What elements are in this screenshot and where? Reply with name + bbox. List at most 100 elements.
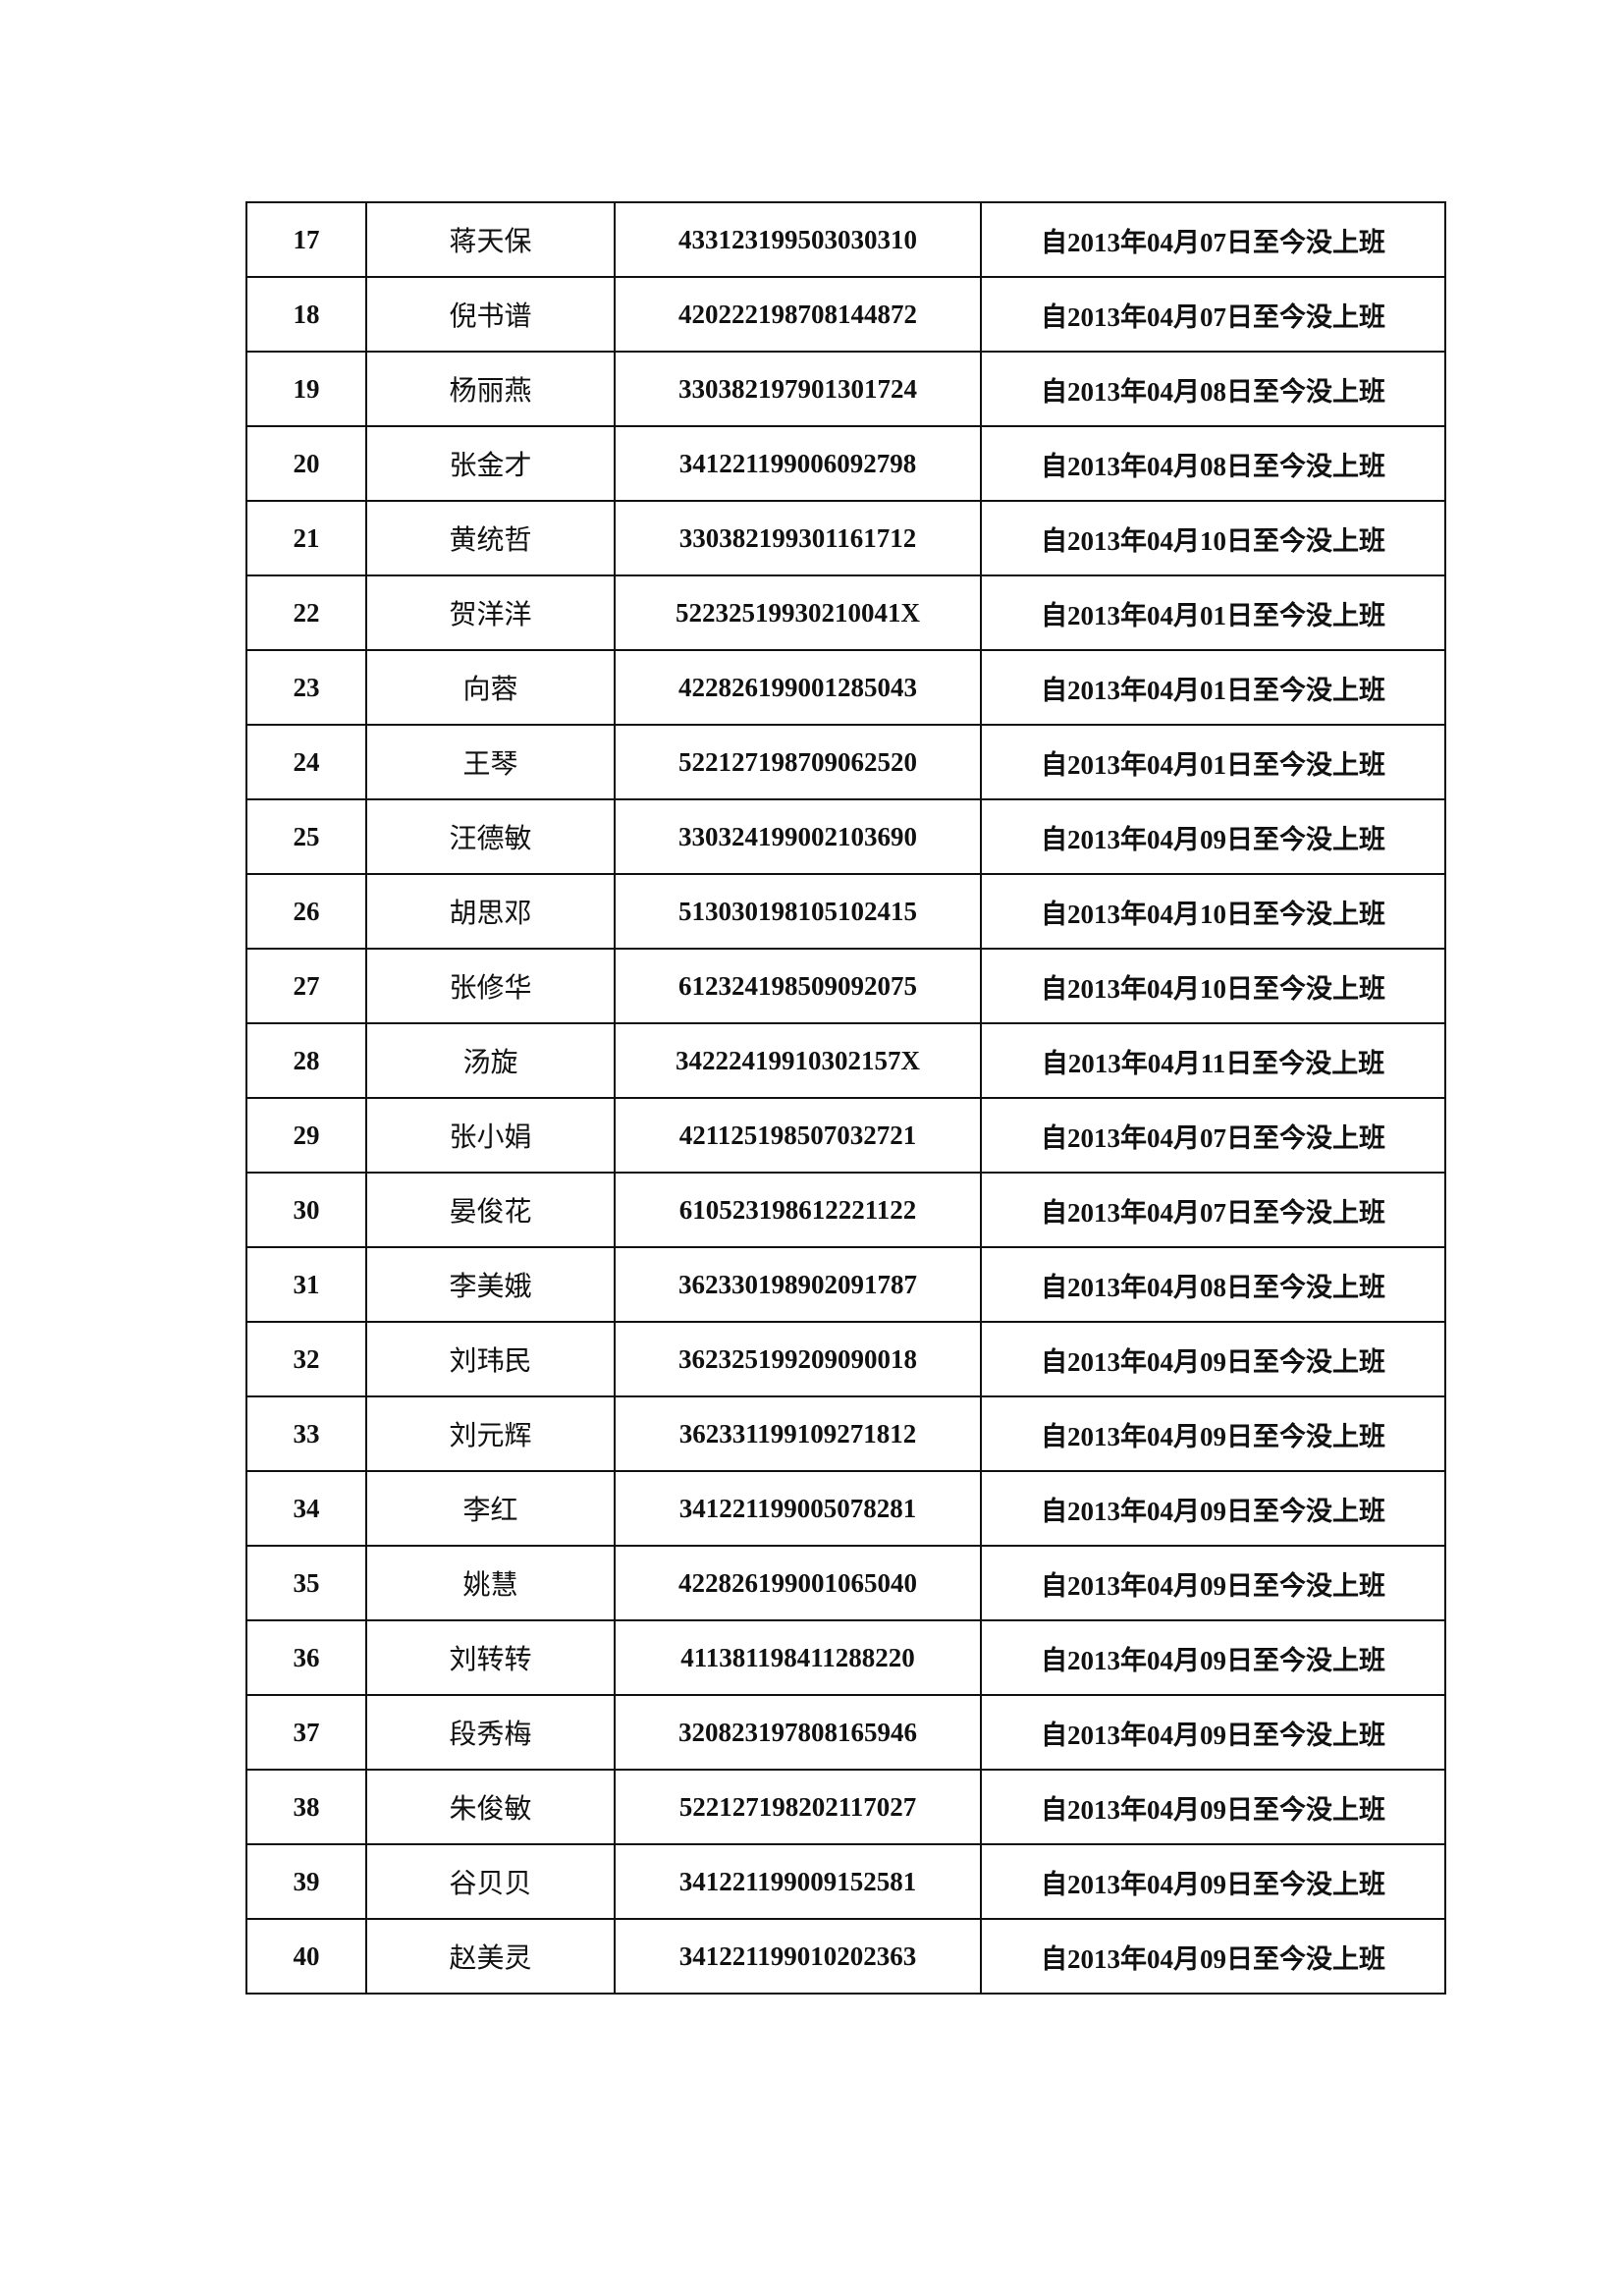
table-row: 36 刘转转 411381198411288220 自2013年04月09日至今没上班: [245, 1619, 1446, 1696]
id-number: 612324198509092075: [614, 948, 982, 1024]
table-row: 28 汤旋 34222419910302157X 自2013年04月11日至今没上班: [245, 1022, 1446, 1099]
row-number: 31: [245, 1246, 367, 1323]
absence-note: 自2013年04月08日至今没上班: [980, 1246, 1446, 1323]
absence-note: 自2013年04月11日至今没上班: [980, 1022, 1446, 1099]
absence-note: 自2013年04月09日至今没上班: [980, 1545, 1446, 1621]
id-number: 341221199010202363: [614, 1918, 982, 1995]
row-number: 28: [245, 1022, 367, 1099]
name: 向蓉: [365, 649, 616, 726]
row-number: 36: [245, 1619, 367, 1696]
absence-note: 自2013年04月09日至今没上班: [980, 1843, 1446, 1920]
id-number: 330324199002103690: [614, 798, 982, 875]
id-number: 522127198202117027: [614, 1769, 982, 1845]
name: 赵美灵: [365, 1918, 616, 1995]
absence-note: 自2013年04月08日至今没上班: [980, 351, 1446, 427]
id-number: 341221199005078281: [614, 1470, 982, 1547]
row-number: 25: [245, 798, 367, 875]
row-number: 29: [245, 1097, 367, 1174]
row-number: 32: [245, 1321, 367, 1397]
table-row: 27 张修华 612324198509092075 自2013年04月10日至今没上班: [245, 948, 1446, 1024]
row-number: 20: [245, 425, 367, 502]
table-row: 40 赵美灵 341221199010202363 自2013年04月09日至今没上班: [245, 1918, 1446, 1995]
name: 汤旋: [365, 1022, 616, 1099]
name: 张小娟: [365, 1097, 616, 1174]
name: 刘元辉: [365, 1395, 616, 1472]
name: 朱俊敏: [365, 1769, 616, 1845]
name: 李红: [365, 1470, 616, 1547]
table-row: 20 张金才 341221199006092798 自2013年04月08日至今没上班: [245, 425, 1446, 502]
absence-note: 自2013年04月07日至今没上班: [980, 276, 1446, 353]
row-number: 26: [245, 873, 367, 950]
id-number: 341221199006092798: [614, 425, 982, 502]
absence-note: 自2013年04月01日至今没上班: [980, 724, 1446, 800]
row-number: 40: [245, 1918, 367, 1995]
id-number: 421125198507032721: [614, 1097, 982, 1174]
table-row: 38 朱俊敏 522127198202117027 自2013年04月09日至今没上班: [245, 1769, 1446, 1845]
name: 张修华: [365, 948, 616, 1024]
id-number: 362330198902091787: [614, 1246, 982, 1323]
name: 胡思邓: [365, 873, 616, 950]
absence-note: 自2013年04月10日至今没上班: [980, 500, 1446, 576]
table-row: 34 李红 341221199005078281 自2013年04月09日至今没上班: [245, 1470, 1446, 1547]
name: 张金才: [365, 425, 616, 502]
table-row: 22 贺洋洋 52232519930210041X 自2013年04月01日至今没上班: [245, 574, 1446, 651]
id-number: 330382199301161712: [614, 500, 982, 576]
table-row: 35 姚慧 422826199001065040 自2013年04月09日至今没上班: [245, 1545, 1446, 1621]
absence-note: 自2013年04月09日至今没上班: [980, 1470, 1446, 1547]
id-number: 411381198411288220: [614, 1619, 982, 1696]
row-number: 39: [245, 1843, 367, 1920]
row-number: 21: [245, 500, 367, 576]
id-number: 320823197808165946: [614, 1694, 982, 1771]
absence-note: 自2013年04月01日至今没上班: [980, 574, 1446, 651]
name: 段秀梅: [365, 1694, 616, 1771]
table-row: 39 谷贝贝 341221199009152581 自2013年04月09日至今没上班: [245, 1843, 1446, 1920]
absence-note: 自2013年04月07日至今没上班: [980, 1172, 1446, 1248]
row-number: 23: [245, 649, 367, 726]
absence-note: 自2013年04月07日至今没上班: [980, 1097, 1446, 1174]
absence-note: 自2013年04月09日至今没上班: [980, 1694, 1446, 1771]
id-number: 610523198612221122: [614, 1172, 982, 1248]
name: 刘转转: [365, 1619, 616, 1696]
name: 谷贝贝: [365, 1843, 616, 1920]
id-number: 52232519930210041X: [614, 574, 982, 651]
table-row: 24 王琴 522127198709062520 自2013年04月01日至今没上班: [245, 724, 1446, 800]
name: 刘玮民: [365, 1321, 616, 1397]
absence-note: 自2013年04月09日至今没上班: [980, 798, 1446, 875]
row-number: 27: [245, 948, 367, 1024]
id-number: 420222198708144872: [614, 276, 982, 353]
name: 黄统哲: [365, 500, 616, 576]
row-number: 30: [245, 1172, 367, 1248]
staff-table: 17 蒋天保 433123199503030310 自2013年04月07日至今没上班…: [245, 201, 1446, 1995]
id-number: 422826199001065040: [614, 1545, 982, 1621]
row-number: 17: [245, 201, 367, 278]
id-number: 330382197901301724: [614, 351, 982, 427]
name: 姚慧: [365, 1545, 616, 1621]
id-number: 513030198105102415: [614, 873, 982, 950]
row-number: 35: [245, 1545, 367, 1621]
table-row: 21 黄统哲 330382199301161712 自2013年04月10日至今没上班: [245, 500, 1446, 576]
table-row: 17 蒋天保 433123199503030310 自2013年04月07日至今没上班: [245, 201, 1446, 278]
name: 蒋天保: [365, 201, 616, 278]
absence-note: 自2013年04月09日至今没上班: [980, 1395, 1446, 1472]
absence-note: 自2013年04月09日至今没上班: [980, 1321, 1446, 1397]
name: 倪书谱: [365, 276, 616, 353]
id-number: 433123199503030310: [614, 201, 982, 278]
absence-note: 自2013年04月09日至今没上班: [980, 1619, 1446, 1696]
table-row: 31 李美娥 362330198902091787 自2013年04月08日至今没上班: [245, 1246, 1446, 1323]
name: 杨丽燕: [365, 351, 616, 427]
absence-note: 自2013年04月10日至今没上班: [980, 873, 1446, 950]
id-number: 341221199009152581: [614, 1843, 982, 1920]
absence-note: 自2013年04月10日至今没上班: [980, 948, 1446, 1024]
row-number: 24: [245, 724, 367, 800]
name: 汪德敏: [365, 798, 616, 875]
table-row: 25 汪德敏 330324199002103690 自2013年04月09日至今没上班: [245, 798, 1446, 875]
table-row: 26 胡思邓 513030198105102415 自2013年04月10日至今没上班: [245, 873, 1446, 950]
id-number: 362325199209090018: [614, 1321, 982, 1397]
row-number: 34: [245, 1470, 367, 1547]
id-number: 34222419910302157X: [614, 1022, 982, 1099]
row-number: 19: [245, 351, 367, 427]
name: 王琴: [365, 724, 616, 800]
name: 李美娥: [365, 1246, 616, 1323]
table-row: 37 段秀梅 320823197808165946 自2013年04月09日至今没上班: [245, 1694, 1446, 1771]
